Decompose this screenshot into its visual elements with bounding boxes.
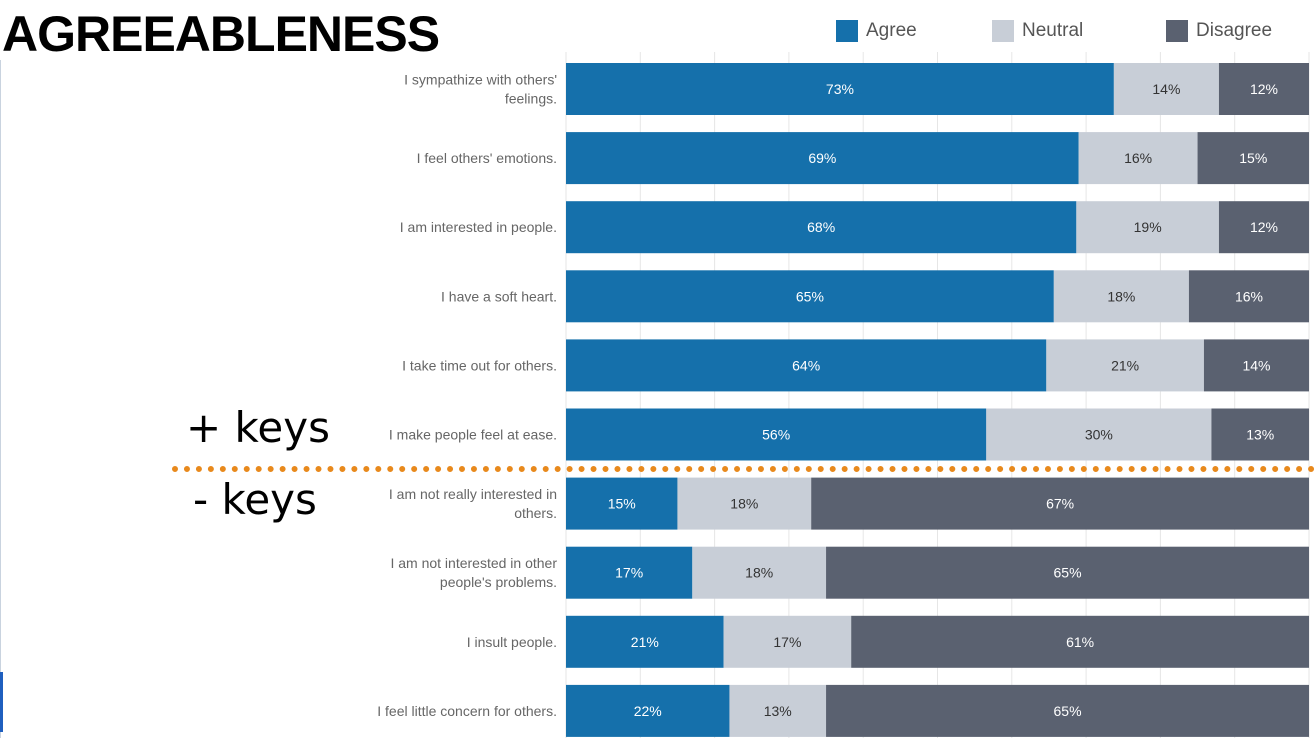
data-label-disagree-2: 15% <box>1239 150 1267 166</box>
data-label-neutral-1: 14% <box>1152 81 1180 97</box>
minus-keys-label: - keys <box>193 475 317 524</box>
bar-neutral-9 <box>723 615 852 668</box>
data-label-disagree-5: 14% <box>1242 357 1270 373</box>
bar-neutral-7 <box>677 477 812 530</box>
data-label-agree-7: 15% <box>608 496 636 512</box>
bar-disagree-9 <box>851 615 1309 668</box>
category-label-3: I am interested in people. <box>400 219 557 235</box>
category-label-1-line-2: feelings. <box>505 91 557 107</box>
left-edge-rule <box>0 60 1 738</box>
plus-keys-label: + keys <box>186 403 330 452</box>
bar-neutral-10 <box>729 684 827 737</box>
data-label-disagree-7: 67% <box>1046 496 1074 512</box>
data-label-agree-3: 68% <box>807 219 835 235</box>
bar-neutral-3 <box>1076 201 1219 254</box>
bar-neutral-4 <box>1053 270 1189 323</box>
bar-neutral-2 <box>1078 132 1198 185</box>
data-label-neutral-5: 21% <box>1111 357 1139 373</box>
data-label-neutral-4: 18% <box>1107 288 1135 304</box>
bar-agree-2 <box>566 132 1079 185</box>
data-label-neutral-9: 17% <box>773 634 801 650</box>
data-label-disagree-8: 65% <box>1054 565 1082 581</box>
data-label-neutral-8: 18% <box>745 565 773 581</box>
category-label-7-line-1: I am not really interested in <box>389 486 557 502</box>
category-label-7-line-2: others. <box>514 505 557 521</box>
data-label-agree-10: 22% <box>634 703 662 719</box>
legend-item-neutral: Neutral <box>992 18 1083 44</box>
bar-disagree-4 <box>1188 270 1309 323</box>
bar-disagree-1 <box>1218 63 1309 115</box>
data-label-agree-2: 69% <box>808 150 836 166</box>
bar-agree-5 <box>566 339 1047 392</box>
bar-disagree-10 <box>826 684 1309 737</box>
bar-neutral-5 <box>1046 339 1204 392</box>
legend-swatch-agree <box>836 20 858 42</box>
category-label-1-line-1: I sympathize with others' <box>404 72 557 88</box>
bar-neutral-6 <box>986 408 1212 461</box>
bar-disagree-8 <box>826 546 1309 599</box>
category-label-10: I feel little concern for others. <box>377 703 557 719</box>
bar-neutral-8 <box>692 546 827 599</box>
data-label-disagree-4: 16% <box>1235 288 1263 304</box>
legend-item-disagree: Disagree <box>1166 18 1272 44</box>
data-label-agree-1: 73% <box>826 81 854 97</box>
legend-swatch-disagree <box>1166 20 1188 42</box>
data-label-disagree-10: 65% <box>1054 703 1082 719</box>
category-label-9: I insult people. <box>467 634 557 650</box>
bar-disagree-7 <box>811 477 1309 530</box>
data-label-agree-9: 21% <box>631 634 659 650</box>
legend-item-agree: Agree <box>836 18 917 44</box>
data-label-disagree-9: 61% <box>1066 634 1094 650</box>
legend-swatch-neutral <box>992 20 1014 42</box>
data-label-neutral-3: 19% <box>1134 219 1162 235</box>
keys-divider <box>172 466 1315 472</box>
data-label-neutral-10: 13% <box>764 703 792 719</box>
data-label-disagree-3: 12% <box>1250 219 1278 235</box>
data-label-neutral-7: 18% <box>730 496 758 512</box>
data-label-agree-6: 56% <box>762 427 790 443</box>
data-label-agree-8: 17% <box>615 565 643 581</box>
legend-label-agree: Agree <box>866 20 917 41</box>
left-edge-marker <box>0 672 3 732</box>
data-label-neutral-6: 30% <box>1085 427 1113 443</box>
bar-agree-1 <box>566 63 1114 115</box>
bar-agree-7 <box>566 477 678 530</box>
bar-neutral-1 <box>1113 63 1219 115</box>
category-label-4: I have a soft heart. <box>441 288 557 304</box>
bar-disagree-2 <box>1197 132 1309 185</box>
data-label-disagree-1: 12% <box>1250 81 1278 97</box>
bar-agree-10 <box>566 684 730 737</box>
bar-agree-8 <box>566 546 693 599</box>
data-label-agree-5: 64% <box>792 357 820 373</box>
bar-disagree-5 <box>1203 339 1309 392</box>
bar-agree-4 <box>566 270 1054 323</box>
bar-agree-9 <box>566 615 724 668</box>
category-label-8-line-2: people's problems. <box>440 574 557 590</box>
page-title: AGREEABLENESS <box>2 6 440 62</box>
bar-agree-3 <box>566 201 1077 254</box>
category-label-2: I feel others' emotions. <box>417 150 557 166</box>
bar-disagree-3 <box>1218 201 1309 254</box>
bar-agree-6 <box>566 408 987 461</box>
data-label-disagree-6: 13% <box>1246 427 1274 443</box>
legend-label-neutral: Neutral <box>1022 20 1084 41</box>
legend-label-disagree: Disagree <box>1196 20 1273 41</box>
category-label-5: I take time out for others. <box>402 357 557 373</box>
category-label-8-line-1: I am not interested in other <box>390 555 557 571</box>
bar-disagree-6 <box>1211 408 1309 461</box>
category-label-6: I make people feel at ease. <box>389 427 557 443</box>
data-label-agree-4: 65% <box>796 288 824 304</box>
data-label-neutral-2: 16% <box>1124 150 1152 166</box>
